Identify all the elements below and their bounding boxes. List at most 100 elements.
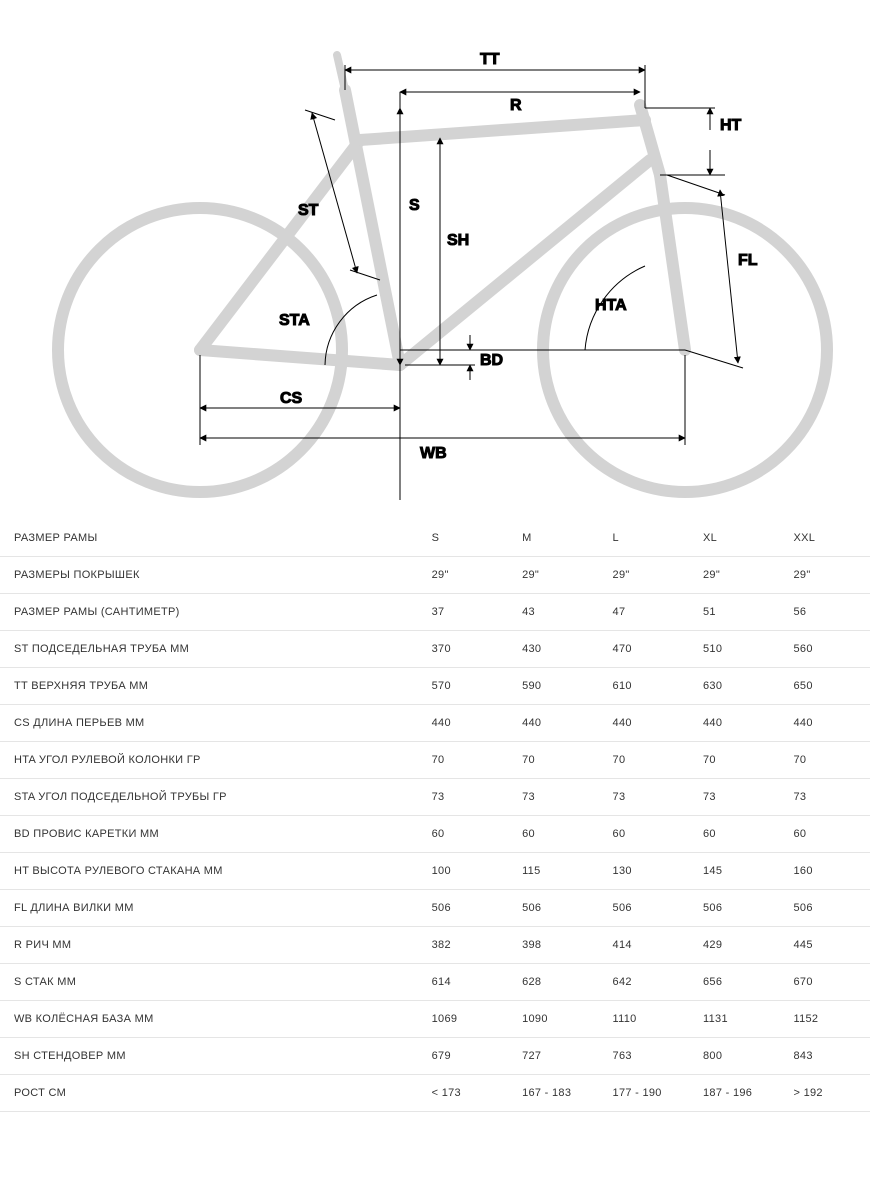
row-label: S СТАК ММ	[0, 964, 418, 1001]
row-value: 656	[689, 964, 779, 1001]
row-value: 440	[508, 705, 598, 742]
label-sta: STA	[279, 312, 310, 329]
row-value: 177 - 190	[599, 1075, 689, 1112]
row-value: 470	[599, 631, 689, 668]
row-value: 37	[418, 594, 508, 631]
row-value: < 173	[418, 1075, 508, 1112]
row-value: 145	[689, 853, 779, 890]
row-value: 670	[779, 964, 870, 1001]
row-value: 727	[508, 1038, 598, 1075]
row-label: CS ДЛИНА ПЕРЬЕВ ММ	[0, 705, 418, 742]
row-value: 130	[599, 853, 689, 890]
row-value: 1131	[689, 1001, 779, 1038]
row-label: РАЗМЕР РАМЫ	[0, 520, 418, 557]
table-row: РАЗМЕР РАМЫSMLXLXXL	[0, 520, 870, 557]
row-value: 440	[779, 705, 870, 742]
label-r: R	[510, 97, 522, 114]
row-label: TT ВЕРХНЯЯ ТРУБА ММ	[0, 668, 418, 705]
row-value: 70	[599, 742, 689, 779]
row-value: 560	[779, 631, 870, 668]
label-bd: BD	[480, 352, 503, 369]
label-wb: WB	[420, 445, 447, 462]
row-label: FL ДЛИНА ВИЛКИ ММ	[0, 890, 418, 927]
table-row: STA УГОЛ ПОДСЕДЕЛЬНОЙ ТРУБЫ ГР7373737373	[0, 779, 870, 816]
table-row: ST ПОДСЕДЕЛЬНАЯ ТРУБА ММ370430470510560	[0, 631, 870, 668]
row-value: 51	[689, 594, 779, 631]
label-s: S	[409, 197, 420, 214]
row-value: S	[418, 520, 508, 557]
table-row: РАЗМЕРЫ ПОКРЫШЕК29"29"29"29"29"	[0, 557, 870, 594]
row-value: 614	[418, 964, 508, 1001]
row-value: 73	[689, 779, 779, 816]
row-value: 187 - 196	[689, 1075, 779, 1112]
row-value: 800	[689, 1038, 779, 1075]
table-row: HTA УГОЛ РУЛЕВОЙ КОЛОНКИ ГР7070707070	[0, 742, 870, 779]
row-value: 70	[418, 742, 508, 779]
table-row: SH СТЕНДОВЕР ММ679727763800843	[0, 1038, 870, 1075]
row-value: 70	[689, 742, 779, 779]
row-value: 590	[508, 668, 598, 705]
row-value: 430	[508, 631, 598, 668]
row-label: ST ПОДСЕДЕЛЬНАЯ ТРУБА ММ	[0, 631, 418, 668]
row-value: 510	[689, 631, 779, 668]
label-hta: HTA	[595, 297, 627, 314]
row-label: BD ПРОВИС КАРЕТКИ ММ	[0, 816, 418, 853]
table-row: FL ДЛИНА ВИЛКИ ММ506506506506506	[0, 890, 870, 927]
row-value: 440	[599, 705, 689, 742]
row-value: 29"	[599, 557, 689, 594]
geometry-diagram: TT R HT FL HTA BD	[0, 0, 870, 520]
row-value: 440	[418, 705, 508, 742]
row-value: 1110	[599, 1001, 689, 1038]
row-value: > 192	[779, 1075, 870, 1112]
row-value: 160	[779, 853, 870, 890]
row-value: 115	[508, 853, 598, 890]
row-value: 60	[418, 816, 508, 853]
row-value: 1069	[418, 1001, 508, 1038]
row-value: 506	[418, 890, 508, 927]
table-row: РОСТ СМ< 173167 - 183177 - 190187 - 196>…	[0, 1075, 870, 1112]
row-value: 370	[418, 631, 508, 668]
row-value: 70	[508, 742, 598, 779]
row-value: 100	[418, 853, 508, 890]
label-ht: HT	[720, 117, 742, 134]
row-value: XXL	[779, 520, 870, 557]
row-value: 29"	[779, 557, 870, 594]
row-label: HT ВЫСОТА РУЛЕВОГО СТАКАНА ММ	[0, 853, 418, 890]
row-value: 429	[689, 927, 779, 964]
row-value: 47	[599, 594, 689, 631]
row-value: 1152	[779, 1001, 870, 1038]
row-value: 73	[599, 779, 689, 816]
row-value: 56	[779, 594, 870, 631]
row-value: 70	[779, 742, 870, 779]
row-value: 414	[599, 927, 689, 964]
row-value: 1090	[508, 1001, 598, 1038]
row-value: 506	[599, 890, 689, 927]
label-sh: SH	[447, 232, 469, 249]
row-value: 506	[508, 890, 598, 927]
row-value: 843	[779, 1038, 870, 1075]
row-value: 650	[779, 668, 870, 705]
table-row: РАЗМЕР РАМЫ (САНТИМЕТР)3743475156	[0, 594, 870, 631]
row-value: 60	[779, 816, 870, 853]
row-value: 570	[418, 668, 508, 705]
bike-frame	[58, 55, 827, 492]
row-value: 398	[508, 927, 598, 964]
row-value: 43	[508, 594, 598, 631]
geometry-table-body: РАЗМЕР РАМЫSMLXLXXLРАЗМЕРЫ ПОКРЫШЕК29"29…	[0, 520, 870, 1112]
bike-geometry-svg: TT R HT FL HTA BD	[25, 30, 845, 510]
row-label: SH СТЕНДОВЕР ММ	[0, 1038, 418, 1075]
row-value: 610	[599, 668, 689, 705]
row-label: R РИЧ ММ	[0, 927, 418, 964]
row-value: XL	[689, 520, 779, 557]
row-value: 630	[689, 668, 779, 705]
row-value: 29"	[689, 557, 779, 594]
row-label: WB КОЛЁСНАЯ БАЗА ММ	[0, 1001, 418, 1038]
row-value: 73	[508, 779, 598, 816]
table-row: S СТАК ММ614628642656670	[0, 964, 870, 1001]
table-row: R РИЧ ММ382398414429445	[0, 927, 870, 964]
label-fl: FL	[738, 252, 758, 269]
row-value: 679	[418, 1038, 508, 1075]
row-value: 73	[779, 779, 870, 816]
table-row: CS ДЛИНА ПЕРЬЕВ ММ440440440440440	[0, 705, 870, 742]
row-value: 763	[599, 1038, 689, 1075]
